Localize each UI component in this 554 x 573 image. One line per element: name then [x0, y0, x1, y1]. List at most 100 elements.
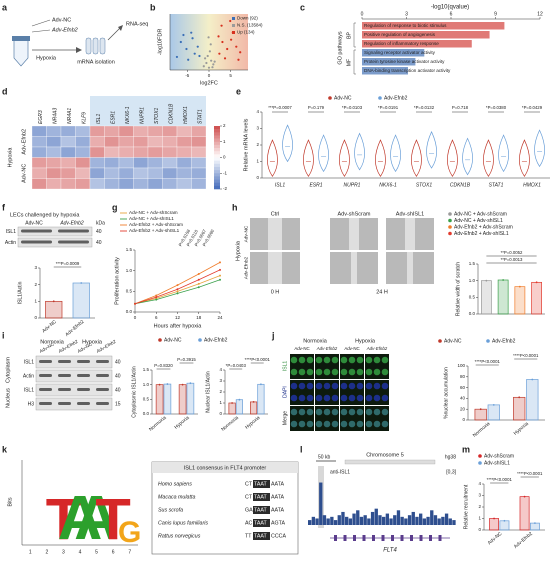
x-tick-label: 0	[134, 315, 137, 320]
heatmap-cell	[60, 178, 76, 190]
cell	[298, 356, 306, 364]
blot-band	[58, 229, 89, 233]
label: 40	[96, 229, 102, 235]
cell	[365, 420, 373, 428]
heatmap-cell	[133, 125, 149, 137]
y-tick-label: 3	[478, 493, 481, 498]
signal-bar	[363, 515, 367, 525]
exon	[410, 535, 413, 541]
x-tick-label: Normoxia	[148, 415, 168, 433]
colorbar-label: 0	[223, 155, 226, 160]
label: Nucleus	[5, 388, 11, 408]
p-value: ****P<0.0001	[513, 353, 539, 358]
colorbar-step	[214, 182, 220, 187]
x-tick-label: Adv-Efnb2	[64, 319, 85, 338]
label: Actin	[23, 373, 34, 379]
blot-band	[77, 388, 90, 391]
point	[207, 66, 211, 69]
p-value: ****P<0.0001	[517, 471, 543, 476]
bar-point	[502, 279, 505, 281]
x-tick-label: Normoxia	[472, 421, 492, 439]
y-tick-label: 4	[219, 367, 222, 372]
label: ISL1 consensus in FLT4 promoter	[184, 465, 267, 471]
x-tick-label: 7	[128, 549, 131, 555]
heatmap-cell	[176, 136, 192, 148]
label: ISL1	[6, 229, 17, 235]
y-tick-label: 0.5	[126, 289, 133, 294]
blot-band	[39, 360, 52, 363]
point	[211, 66, 214, 69]
colorbar-step	[214, 160, 220, 165]
cell	[381, 408, 389, 416]
heatmap-cell	[162, 136, 178, 148]
heatmap-cell	[133, 157, 149, 169]
cell	[323, 368, 331, 376]
point	[218, 52, 221, 55]
y-axis-label: ISL1/Actin	[17, 281, 23, 304]
cell	[315, 382, 323, 390]
heatmap-cell	[46, 167, 62, 179]
cell	[348, 382, 356, 390]
blot-band	[96, 374, 109, 377]
cell	[340, 408, 348, 416]
y-tick-label: 4	[478, 481, 481, 486]
legend-label: Adv-Efnb2	[492, 338, 516, 344]
label: MF	[346, 59, 352, 66]
heatmap-cell	[104, 146, 120, 158]
panel-label: j	[271, 330, 275, 340]
bar	[250, 401, 258, 415]
legend-label: Adv-Efnb2 + Adv-shISL1	[129, 228, 180, 233]
signal-bar	[322, 515, 327, 525]
y-axis-label: Relative width of scratch	[455, 262, 461, 316]
cell	[290, 394, 298, 402]
signal-bar	[419, 513, 423, 525]
legend-label: Adv-shScram	[484, 453, 514, 459]
colorbar-label: 2	[223, 123, 226, 128]
heatmap-cell	[176, 167, 192, 179]
scratch	[405, 218, 415, 250]
bar-point	[485, 279, 488, 282]
blot-strip	[17, 237, 93, 248]
heatmap-cell	[89, 178, 105, 190]
colorbar-step	[214, 163, 220, 168]
p-value: ****P<0.0001	[487, 477, 513, 482]
bar-point	[535, 281, 538, 284]
x-tick-label: 1	[29, 549, 32, 555]
cell	[356, 382, 364, 390]
y-tick-label: 0.5	[469, 295, 476, 300]
x-tick-label: Adv-Efnb2	[513, 531, 534, 550]
point	[235, 45, 238, 48]
cell	[373, 420, 381, 428]
x-tick-label: 3	[62, 549, 65, 555]
heatmap-cell	[46, 136, 62, 148]
blot-band	[58, 402, 71, 405]
y-tick-label: 3	[219, 378, 222, 383]
sequence-core: TAAT	[254, 507, 268, 513]
colorbar-step	[214, 151, 220, 155]
label: 40	[115, 359, 121, 365]
cell	[298, 368, 306, 376]
y-tick-label: 0.0	[469, 311, 476, 316]
legend-label: Adv-Efnb2 + Adv-shISL1	[454, 231, 509, 237]
sequence: AATA	[271, 494, 285, 500]
bar-label: Regulation of response to biotic stimulu…	[364, 23, 447, 28]
label: Hypoxia	[36, 55, 57, 61]
label: Cytoplasm	[5, 357, 11, 383]
bar	[531, 281, 542, 315]
cell	[306, 394, 314, 402]
heatmap-cell	[162, 157, 178, 169]
signal-bar	[359, 516, 364, 525]
exon	[419, 535, 423, 541]
point	[175, 55, 179, 59]
heatmap-cell	[75, 136, 91, 148]
heatmap-cell	[75, 167, 91, 179]
panel-label: e	[236, 86, 241, 96]
blot-strip	[35, 383, 113, 397]
colorbar-step	[214, 141, 220, 146]
y-tick-label: 40	[460, 396, 466, 401]
legend-label: Adv-NC	[164, 337, 182, 343]
y-axis-label: Relative recruitment	[463, 484, 469, 529]
cell	[348, 420, 356, 428]
p-value: **P=0.0013	[501, 257, 523, 262]
heatmap-cell	[118, 178, 134, 190]
